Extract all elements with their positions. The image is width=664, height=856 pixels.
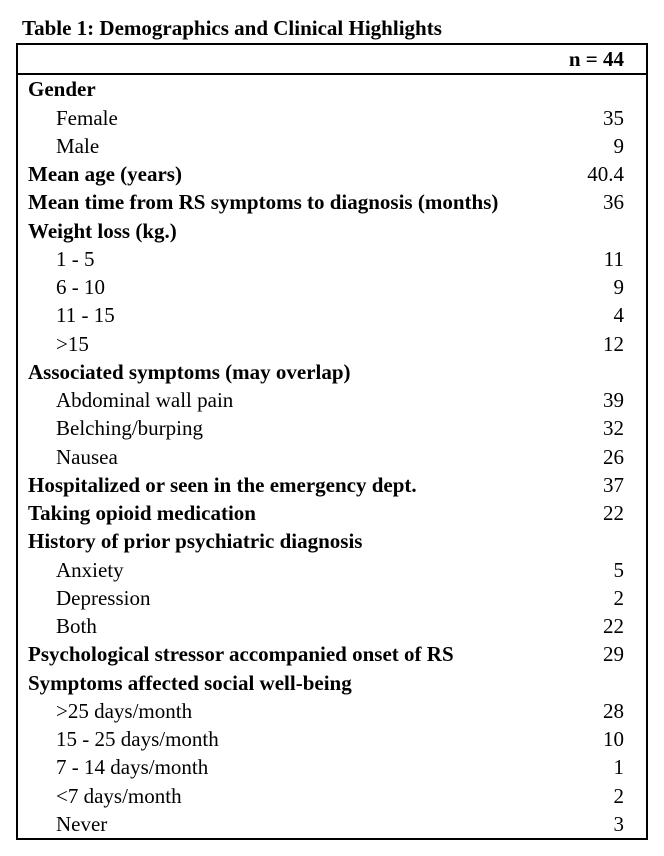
row-label: Taking opioid medication xyxy=(17,499,557,527)
table-row: Belching/burping32 xyxy=(17,414,647,442)
row-label: Abdominal wall pain xyxy=(17,386,557,414)
row-value: 9 xyxy=(557,273,647,301)
table-row: Both22 xyxy=(17,612,647,640)
row-label: Psychological stressor accompanied onset… xyxy=(17,640,557,668)
row-label: Both xyxy=(17,612,557,640)
row-value: 2 xyxy=(557,782,647,810)
row-label: Male xyxy=(17,132,557,160)
row-value: 9 xyxy=(557,132,647,160)
table-row: <7 days/month2 xyxy=(17,782,647,810)
row-label: 11 - 15 xyxy=(17,301,557,329)
row-label: Belching/burping xyxy=(17,414,557,442)
row-value: 26 xyxy=(557,443,647,471)
row-value: 4 xyxy=(557,301,647,329)
header-n-cell: n = 44 xyxy=(557,44,647,74)
table-row: Symptoms affected social well-being xyxy=(17,669,647,697)
row-value: 39 xyxy=(557,386,647,414)
row-label: Female xyxy=(17,104,557,132)
row-label: 15 - 25 days/month xyxy=(17,725,557,753)
row-value: 3 xyxy=(557,810,647,839)
table-row: Mean time from RS symptoms to diagnosis … xyxy=(17,188,647,216)
row-label: Nausea xyxy=(17,443,557,471)
row-value: 22 xyxy=(557,612,647,640)
table-row: Weight loss (kg.) xyxy=(17,217,647,245)
row-label: Never xyxy=(17,810,557,839)
row-label: >15 xyxy=(17,330,557,358)
row-label: Mean time from RS symptoms to diagnosis … xyxy=(17,188,557,216)
row-value: 12 xyxy=(557,330,647,358)
table-row: >25 days/month28 xyxy=(17,697,647,725)
row-label: Symptoms affected social well-being xyxy=(17,669,557,697)
table-row: 15 - 25 days/month10 xyxy=(17,725,647,753)
row-value: 29 xyxy=(557,640,647,668)
row-value: 40.4 xyxy=(557,160,647,188)
row-value xyxy=(557,358,647,386)
table-row: Never3 xyxy=(17,810,647,839)
row-value: 35 xyxy=(557,104,647,132)
table-body: n = 44 GenderFemale35Male9Mean age (year… xyxy=(17,44,647,839)
row-label: 7 - 14 days/month xyxy=(17,753,557,781)
row-value: 37 xyxy=(557,471,647,499)
table-header-row: n = 44 xyxy=(17,44,647,74)
row-value: 36 xyxy=(557,188,647,216)
row-value xyxy=(557,669,647,697)
row-label: Anxiety xyxy=(17,556,557,584)
table-row: Female35 xyxy=(17,104,647,132)
table-row: History of prior psychiatric diagnosis xyxy=(17,527,647,555)
row-label: 6 - 10 xyxy=(17,273,557,301)
table-row: Depression2 xyxy=(17,584,647,612)
demographics-table: n = 44 GenderFemale35Male9Mean age (year… xyxy=(16,43,648,840)
table-row: 1 - 511 xyxy=(17,245,647,273)
row-value xyxy=(557,74,647,103)
row-value: 5 xyxy=(557,556,647,584)
row-value xyxy=(557,527,647,555)
row-value: 28 xyxy=(557,697,647,725)
row-label: Associated symptoms (may overlap) xyxy=(17,358,557,386)
row-value: 2 xyxy=(557,584,647,612)
row-value xyxy=(557,217,647,245)
table-row: 11 - 154 xyxy=(17,301,647,329)
table-row: Hospitalized or seen in the emergency de… xyxy=(17,471,647,499)
table-row: Nausea26 xyxy=(17,443,647,471)
row-value: 22 xyxy=(557,499,647,527)
row-label: 1 - 5 xyxy=(17,245,557,273)
table-row: Anxiety5 xyxy=(17,556,647,584)
table-row: Associated symptoms (may overlap) xyxy=(17,358,647,386)
table-row: >1512 xyxy=(17,330,647,358)
row-value: 11 xyxy=(557,245,647,273)
row-label: Depression xyxy=(17,584,557,612)
table-row: 7 - 14 days/month1 xyxy=(17,753,647,781)
row-value: 10 xyxy=(557,725,647,753)
row-label: Hospitalized or seen in the emergency de… xyxy=(17,471,557,499)
row-value: 32 xyxy=(557,414,647,442)
table-row: Taking opioid medication22 xyxy=(17,499,647,527)
row-label: >25 days/month xyxy=(17,697,557,725)
row-label: Weight loss (kg.) xyxy=(17,217,557,245)
demographics-table-wrapper: Table 1: Demographics and Clinical Highl… xyxy=(16,16,648,840)
row-label: Gender xyxy=(17,74,557,103)
row-label: <7 days/month xyxy=(17,782,557,810)
row-value: 1 xyxy=(557,753,647,781)
table-row: 6 - 109 xyxy=(17,273,647,301)
table-title: Table 1: Demographics and Clinical Highl… xyxy=(16,16,648,41)
row-label: Mean age (years) xyxy=(17,160,557,188)
header-empty-cell xyxy=(17,44,557,74)
table-row: Gender xyxy=(17,74,647,103)
table-row: Male9 xyxy=(17,132,647,160)
row-label: History of prior psychiatric diagnosis xyxy=(17,527,557,555)
table-row: Mean age (years)40.4 xyxy=(17,160,647,188)
table-row: Psychological stressor accompanied onset… xyxy=(17,640,647,668)
table-row: Abdominal wall pain39 xyxy=(17,386,647,414)
